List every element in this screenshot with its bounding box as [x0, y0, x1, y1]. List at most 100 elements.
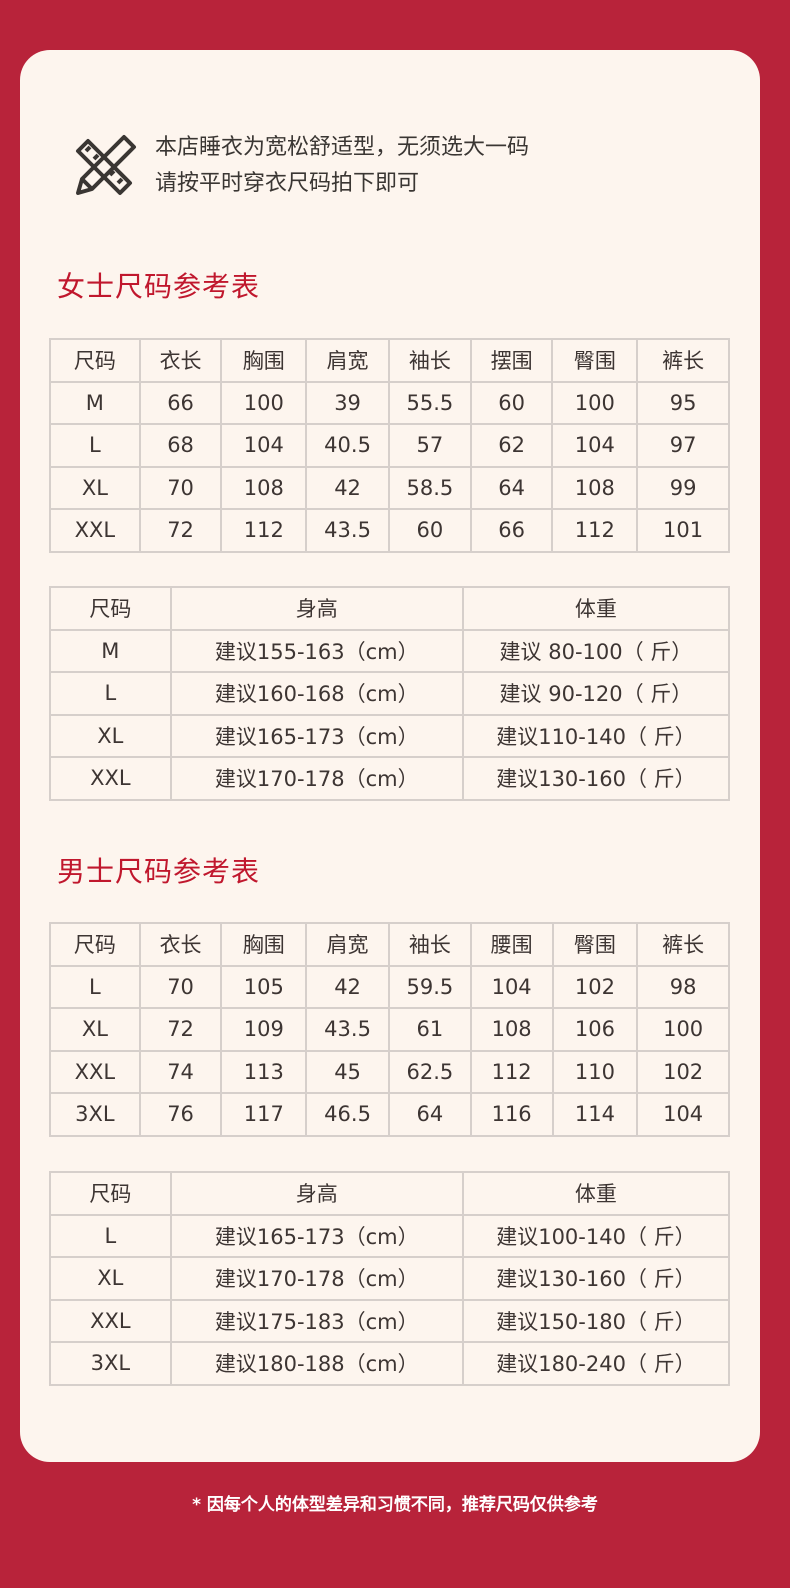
cell: 104 — [551, 423, 639, 468]
table-row: XL 建议165-173（cm） 建议110-140（ 斤） — [49, 713, 731, 758]
header-cell: 身高 — [169, 586, 464, 631]
cell: XXL — [49, 1049, 141, 1094]
table-row: 3XL 建议180-188（cm） 建议180-240（ 斤） — [49, 1341, 731, 1386]
cell: 建议110-140（ 斤） — [461, 713, 731, 758]
header-cell: 体重 — [461, 1171, 731, 1216]
table-row: XXL 建议170-178（cm） 建议130-160（ 斤） — [49, 756, 731, 801]
cell: 62 — [469, 423, 554, 468]
cell: 100 — [636, 1007, 730, 1052]
header-cell: 体重 — [461, 586, 731, 631]
cell: 42 — [305, 964, 390, 1009]
header-cell: 尺码 — [49, 586, 172, 631]
cell: 建议165-173（cm） — [169, 1213, 464, 1258]
cell: 建议170-178（cm） — [169, 756, 464, 801]
cell: 101 — [636, 508, 730, 553]
cell: 104 — [636, 1092, 730, 1137]
cell: 102 — [551, 964, 639, 1009]
cell: 98 — [636, 964, 730, 1009]
cell: 116 — [469, 1092, 554, 1137]
table-row: XL 70 108 42 58.5 64 108 99 — [49, 465, 730, 510]
header-cell: 肩宽 — [305, 922, 390, 967]
table-row: XL 72 109 43.5 61 108 106 100 — [49, 1007, 730, 1052]
cell: 72 — [138, 508, 223, 553]
cell: 66 — [138, 380, 223, 425]
pencil-ruler-icon — [76, 135, 136, 195]
cell: 104 — [220, 423, 308, 468]
table-row: L 70 105 42 59.5 104 102 98 — [49, 964, 730, 1009]
cell: 99 — [636, 465, 730, 510]
cell: 3XL — [49, 1341, 172, 1386]
cell: 100 — [220, 380, 308, 425]
cell: 110 — [551, 1049, 639, 1094]
cell: XL — [49, 713, 172, 758]
cell: XXL — [49, 508, 141, 553]
header-cell: 胸围 — [220, 922, 308, 967]
cell: 60 — [387, 508, 472, 553]
cell: XXL — [49, 1298, 172, 1343]
women-size-table: 尺码 衣长 胸围 肩宽 袖长 摆围 臀围 裤长 M 66 100 39 55.5 60 100 95 L 68 10… — [49, 338, 730, 553]
cell: 建议170-178（cm） — [169, 1256, 464, 1301]
cell: 108 — [551, 465, 639, 510]
header-row: 尺码 衣长 胸围 肩宽 袖长 摆围 臀围 裤长 — [49, 338, 730, 383]
cell: 70 — [138, 964, 223, 1009]
header-cell: 胸围 — [220, 338, 308, 383]
cell: 建议180-240（ 斤） — [461, 1341, 731, 1386]
cell: L — [49, 964, 141, 1009]
header-cell: 袖长 — [387, 922, 472, 967]
cell: 59.5 — [387, 964, 472, 1009]
header-row: 尺码 衣长 胸围 肩宽 袖长 腰围 臀围 裤长 — [49, 922, 730, 967]
cell: 建议165-173（cm） — [169, 713, 464, 758]
cell: 建议175-183（cm） — [169, 1298, 464, 1343]
cell: 40.5 — [305, 423, 390, 468]
cell: 62.5 — [387, 1049, 472, 1094]
cell: L — [49, 423, 141, 468]
cell: 113 — [220, 1049, 308, 1094]
header-cell: 臀围 — [551, 922, 639, 967]
cell: 114 — [551, 1092, 639, 1137]
cell: 建议130-160（ 斤） — [461, 1256, 731, 1301]
header-cell: 袖长 — [387, 338, 472, 383]
header-cell: 摆围 — [469, 338, 554, 383]
cell: L — [49, 1213, 172, 1258]
cell: 61 — [387, 1007, 472, 1052]
cell: 72 — [138, 1007, 223, 1052]
cell: 45 — [305, 1049, 390, 1094]
cell: 建议100-140（ 斤） — [461, 1213, 731, 1258]
cell: 112 — [469, 1049, 554, 1094]
fit-note: 本店睡衣为宽松舒适型，无须选大一码 请按平时穿衣尺码拍下即可 — [155, 130, 529, 202]
cell: 3XL — [49, 1092, 141, 1137]
cell: M — [49, 628, 172, 673]
cell: 43.5 — [305, 508, 390, 553]
header-cell: 尺码 — [49, 1171, 172, 1216]
cell: XL — [49, 1007, 141, 1052]
cell: 建议150-180（ 斤） — [461, 1298, 731, 1343]
men-size-table: 尺码 衣长 胸围 肩宽 袖长 腰围 臀围 裤长 L 70 105 42 59.5 104 102 98 XL 72… — [49, 922, 730, 1137]
women-size-title: 女士尺码参考表 — [57, 270, 261, 303]
cell: 建议130-160（ 斤） — [461, 756, 731, 801]
cell: 95 — [636, 380, 730, 425]
table-row: M 建议155-163（cm） 建议 80-100（ 斤） — [49, 628, 731, 673]
header-cell: 衣长 — [138, 922, 223, 967]
cell: 112 — [551, 508, 639, 553]
cell: 46.5 — [305, 1092, 390, 1137]
cell: 100 — [551, 380, 639, 425]
cell: 39 — [305, 380, 390, 425]
table-row: L 68 104 40.5 57 62 104 97 — [49, 423, 730, 468]
table-row: M 66 100 39 55.5 60 100 95 — [49, 380, 730, 425]
cell: 建议180-188（cm） — [169, 1341, 464, 1386]
cell: 42 — [305, 465, 390, 510]
header-cell: 尺码 — [49, 922, 141, 967]
cell: 74 — [138, 1049, 223, 1094]
table-row: XXL 72 112 43.5 60 66 112 101 — [49, 508, 730, 553]
header-cell: 裤长 — [636, 922, 730, 967]
table-row: L 建议160-168（cm） 建议 90-120（ 斤） — [49, 671, 731, 716]
cell: 97 — [636, 423, 730, 468]
cell: 建议 90-120（ 斤） — [461, 671, 731, 716]
cell: 106 — [551, 1007, 639, 1052]
table-row: L 建议165-173（cm） 建议100-140（ 斤） — [49, 1213, 731, 1258]
note-line-2: 请按平时穿衣尺码拍下即可 — [155, 171, 420, 196]
cell: 68 — [138, 423, 223, 468]
men-size-title: 男士尺码参考表 — [57, 855, 261, 888]
cell: 109 — [220, 1007, 308, 1052]
cell: 108 — [220, 465, 308, 510]
